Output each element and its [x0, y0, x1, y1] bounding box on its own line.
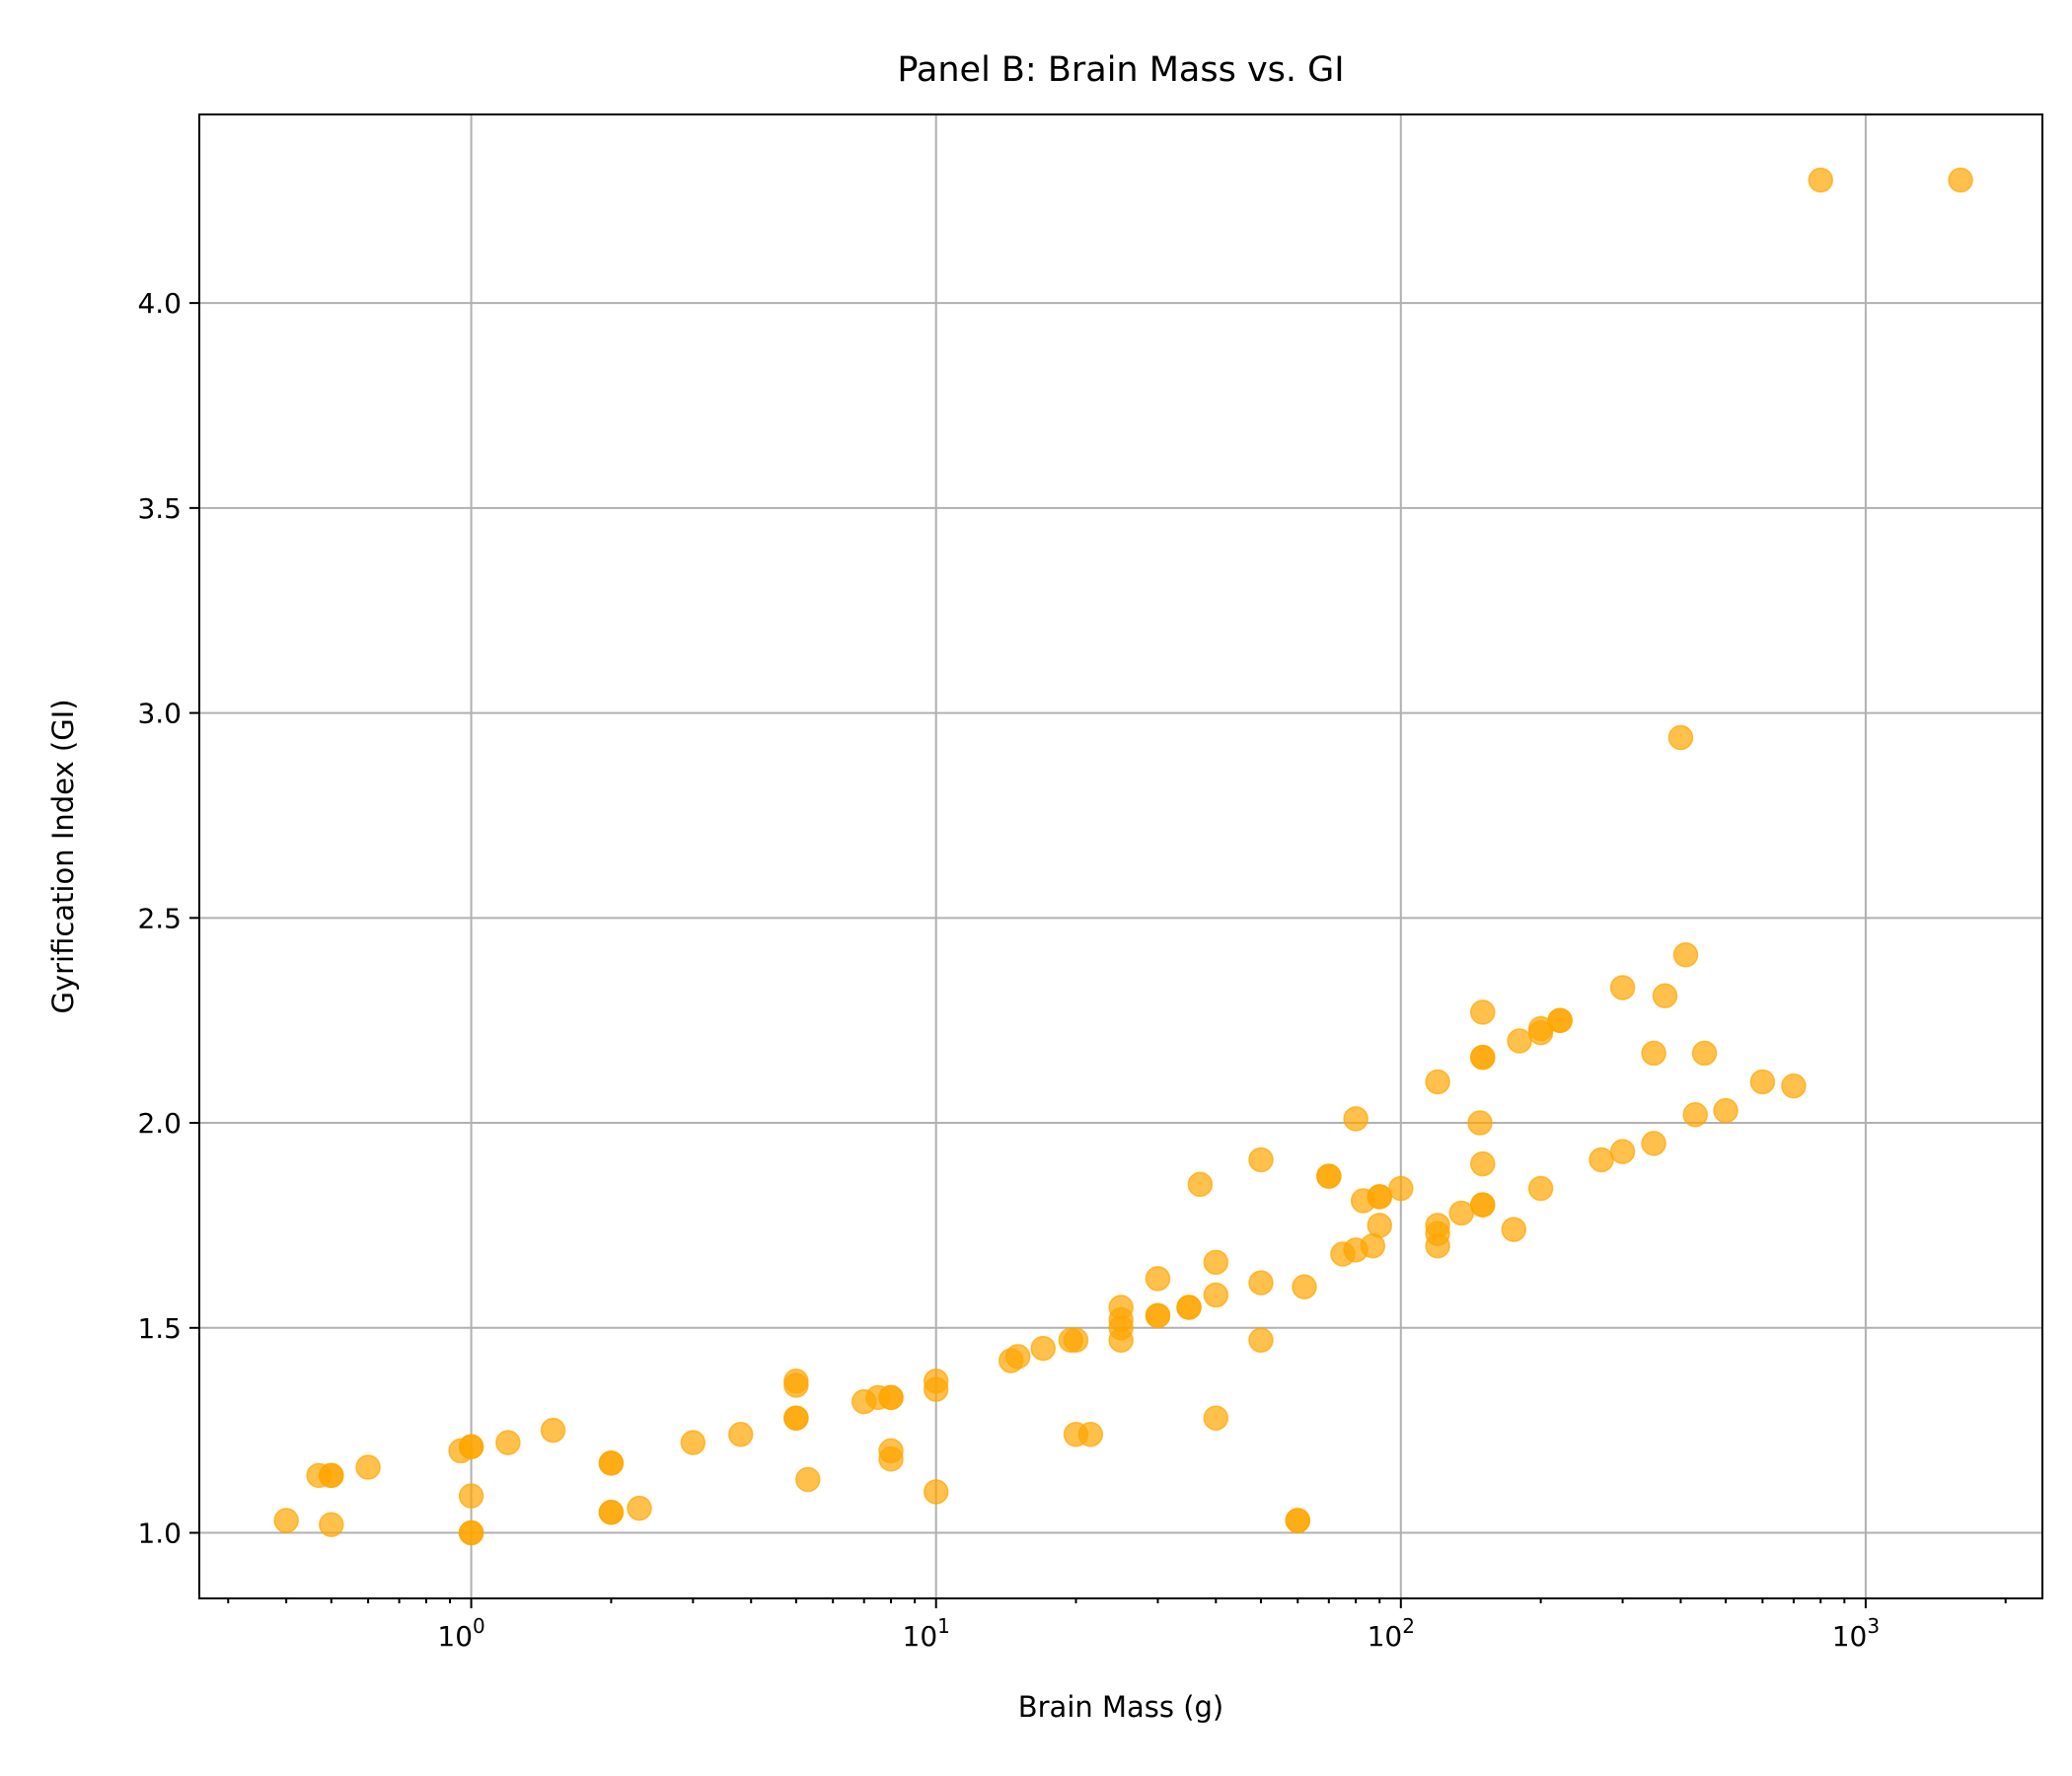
- data-point: [1145, 1302, 1171, 1329]
- data-point: [1469, 1150, 1496, 1177]
- data-point: [1425, 1232, 1450, 1259]
- data-point: [1609, 1139, 1636, 1164]
- data-point: [878, 1445, 904, 1472]
- data-point: [1641, 1131, 1666, 1156]
- data-point: [1589, 1147, 1614, 1173]
- x-tick-base: 10: [903, 1620, 938, 1653]
- y-tick-labels: 1.0 1.5 2.0 2.5 3.0 3.5 4.0: [137, 287, 182, 1549]
- data-point: [1667, 724, 1694, 751]
- data-point: [458, 1483, 484, 1509]
- data-point: [627, 1495, 652, 1521]
- y-tick-label: 2.5: [137, 902, 182, 934]
- data-point: [1652, 983, 1678, 1009]
- data-point: [1527, 1175, 1554, 1202]
- data-point: [1285, 1508, 1311, 1533]
- x-tick-labels: 100 101 102 103: [437, 1614, 1880, 1653]
- x-tick-label: 102: [1368, 1614, 1415, 1653]
- data-point: [1691, 1040, 1718, 1067]
- data-point: [1343, 1106, 1369, 1132]
- x-tick-base: 10: [437, 1620, 473, 1653]
- data-point: [1316, 1163, 1342, 1189]
- data-point: [1108, 1327, 1134, 1354]
- y-tick-label: 1.0: [137, 1517, 182, 1550]
- data-point: [1749, 1069, 1776, 1095]
- data-point: [1547, 1007, 1573, 1033]
- data-point: [1004, 1344, 1031, 1369]
- data-point: [1203, 1405, 1229, 1431]
- data-point: [1176, 1295, 1202, 1320]
- data-point: [1425, 1069, 1450, 1095]
- data-point: [1469, 999, 1496, 1025]
- y-tick-label: 3.5: [137, 492, 182, 525]
- data-point: [1145, 1266, 1171, 1292]
- data-point: [1672, 941, 1699, 968]
- data-point: [1063, 1327, 1089, 1354]
- data-point: [923, 1479, 949, 1505]
- data-point: [1808, 167, 1833, 193]
- data-point: [1682, 1101, 1708, 1128]
- data-point: [727, 1422, 754, 1447]
- data-point: [458, 1519, 484, 1546]
- axis-ticks: [189, 302, 2007, 1608]
- data-point: [783, 1405, 809, 1431]
- grid-lines: [199, 114, 2042, 1598]
- data-point: [319, 1462, 344, 1489]
- chart-title: Panel B: Brain Mass vs. GI: [897, 50, 1344, 90]
- data-point: [1030, 1335, 1057, 1362]
- data-point: [319, 1512, 344, 1537]
- y-axis-label: Gyrification Index (GI): [46, 699, 80, 1013]
- data-point: [1203, 1282, 1229, 1308]
- data-point: [1948, 167, 1973, 193]
- data-point: [1641, 1040, 1666, 1067]
- data-point: [1609, 975, 1636, 1000]
- plot-frame: [198, 113, 2043, 1599]
- data-point: [598, 1500, 625, 1525]
- data-point: [1467, 1110, 1493, 1136]
- y-tick-label: 1.5: [137, 1312, 182, 1345]
- data-point: [1781, 1073, 1807, 1099]
- data-point: [495, 1430, 521, 1455]
- x-tick-base: 10: [1832, 1620, 1868, 1653]
- data-point: [1248, 1327, 1274, 1354]
- data-point: [1367, 1213, 1392, 1238]
- x-tick-label: 101: [903, 1614, 950, 1653]
- x-axis-label: Brain Mass (g): [1018, 1690, 1224, 1724]
- data-point: [458, 1434, 484, 1460]
- scatter-points: [273, 167, 1973, 1546]
- data-point: [1292, 1274, 1317, 1299]
- x-tick-label: 100: [437, 1614, 484, 1653]
- y-tick-label: 3.0: [137, 698, 182, 730]
- data-point: [273, 1508, 299, 1533]
- data-point: [1713, 1097, 1739, 1124]
- y-tick-label: 2.0: [137, 1107, 182, 1140]
- x-tick-exponent: 0: [473, 1614, 485, 1638]
- data-point: [1248, 1270, 1274, 1295]
- data-point: [1248, 1147, 1274, 1173]
- data-point: [1187, 1171, 1214, 1198]
- y-tick-label: 4.0: [137, 287, 182, 320]
- data-point: [1077, 1422, 1104, 1447]
- data-point: [355, 1454, 381, 1480]
- data-point: [598, 1450, 625, 1476]
- data-point: [783, 1372, 809, 1398]
- data-point: [1203, 1249, 1229, 1276]
- x-tick-exponent: 3: [1867, 1614, 1880, 1638]
- data-point: [923, 1376, 949, 1402]
- data-point: [1469, 1192, 1496, 1218]
- x-tick-exponent: 1: [937, 1614, 950, 1638]
- data-point: [1367, 1184, 1392, 1210]
- data-point: [878, 1384, 904, 1411]
- data-point: [795, 1466, 821, 1493]
- data-point: [1507, 1028, 1532, 1054]
- data-point: [540, 1417, 566, 1443]
- x-tick-label: 103: [1832, 1614, 1880, 1653]
- data-point: [680, 1430, 706, 1455]
- data-point: [1469, 1044, 1496, 1071]
- data-point: [1448, 1200, 1474, 1226]
- x-tick-exponent: 2: [1402, 1614, 1415, 1638]
- data-point: [1388, 1175, 1414, 1202]
- data-point: [1501, 1217, 1527, 1242]
- x-tick-base: 10: [1368, 1620, 1403, 1653]
